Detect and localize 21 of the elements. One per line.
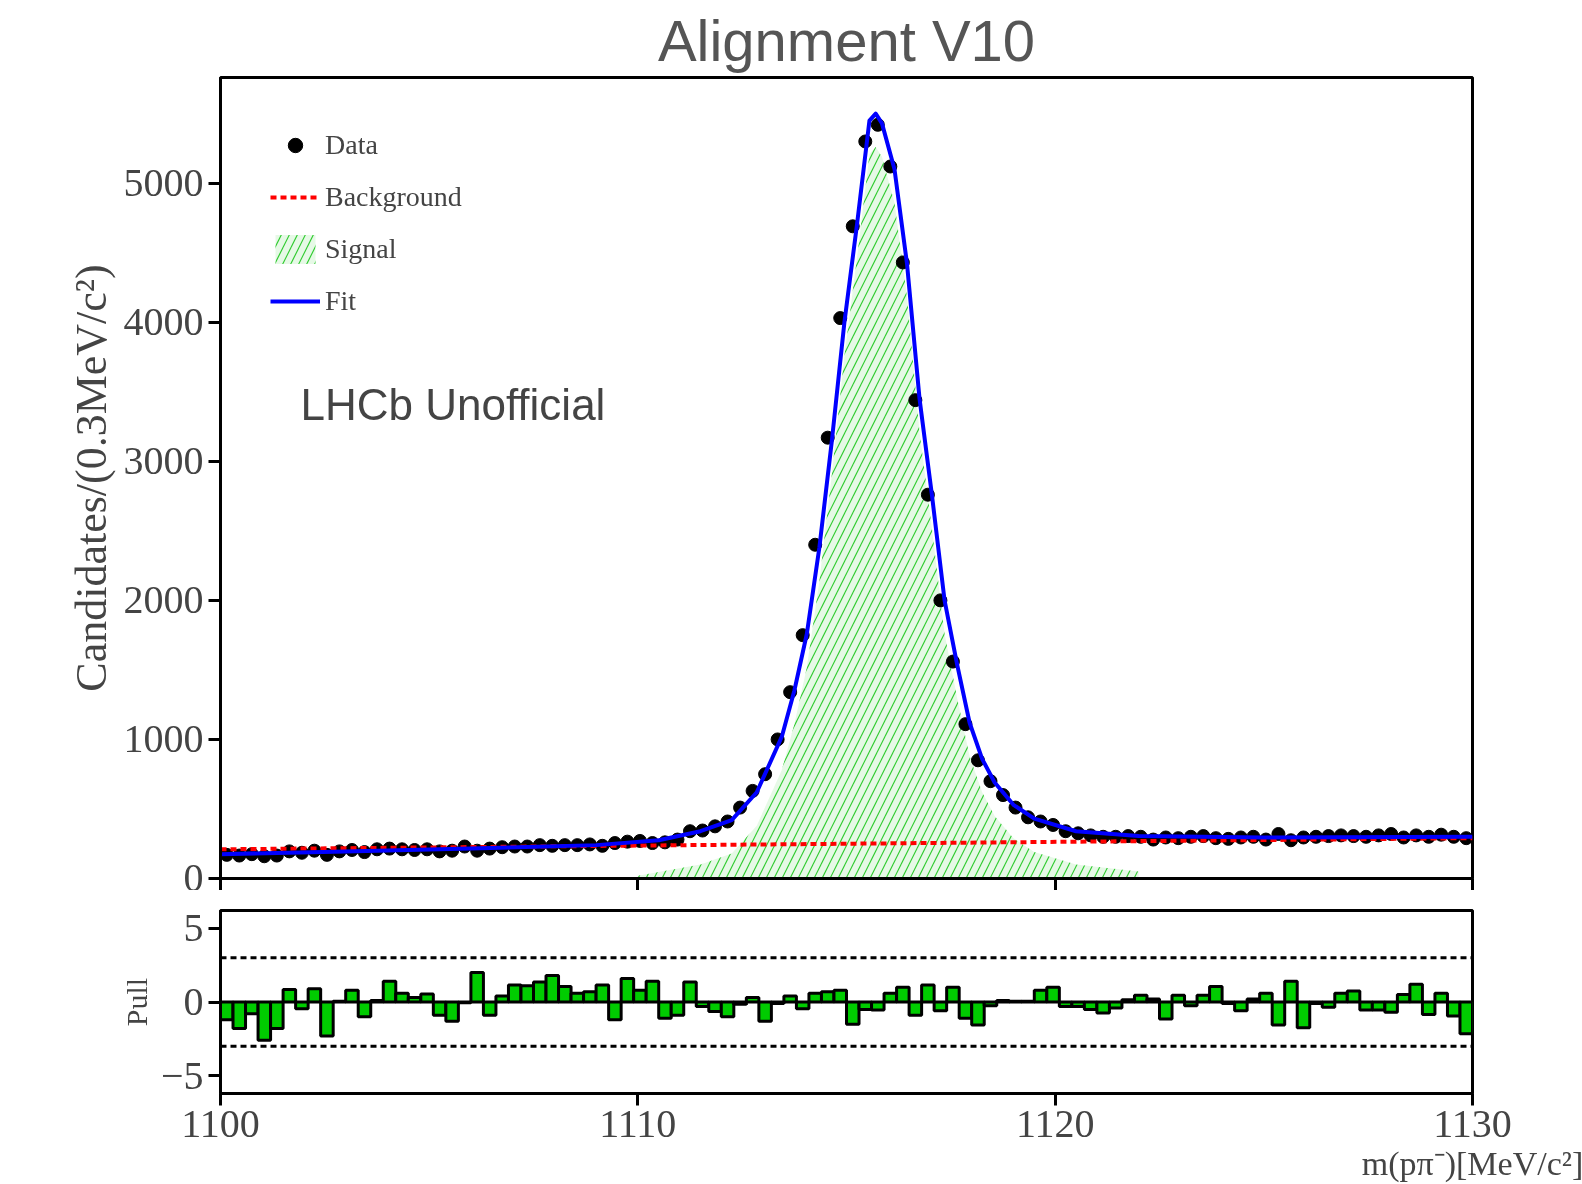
legend-label: Fit: [325, 285, 357, 317]
x-axis-title: m(pπ⁻)[MeV/c²]: [1361, 1144, 1582, 1183]
y-tick-label: 3000: [123, 438, 204, 484]
y-tick-label: 2000: [123, 577, 204, 623]
y-tick-label: 4000: [123, 299, 204, 345]
x-tick-label: 1100: [181, 1100, 260, 1146]
y-tick-label: 5000: [123, 160, 204, 206]
legend-label: Data: [325, 129, 378, 161]
legend-label: Signal: [325, 233, 397, 265]
x-tick-label: 1120: [1015, 1100, 1095, 1146]
x-tick-label: 1130: [1433, 1100, 1512, 1146]
y-tick-label: 0: [183, 979, 204, 1024]
chart-title: Alignment V10: [657, 7, 1036, 73]
y-axis-title: Pull: [119, 977, 153, 1027]
y-tick-label: 1000: [123, 716, 204, 762]
annotation: LHCb Unofficial: [300, 379, 606, 429]
x-tick-label: 1110: [599, 1100, 677, 1146]
y-tick-label: −5: [160, 1052, 204, 1098]
y-tick-label: 5: [183, 905, 204, 951]
y-axis-title: Candidates/(0.3MeV/c²): [66, 264, 116, 692]
legend-label: Background: [325, 181, 462, 213]
